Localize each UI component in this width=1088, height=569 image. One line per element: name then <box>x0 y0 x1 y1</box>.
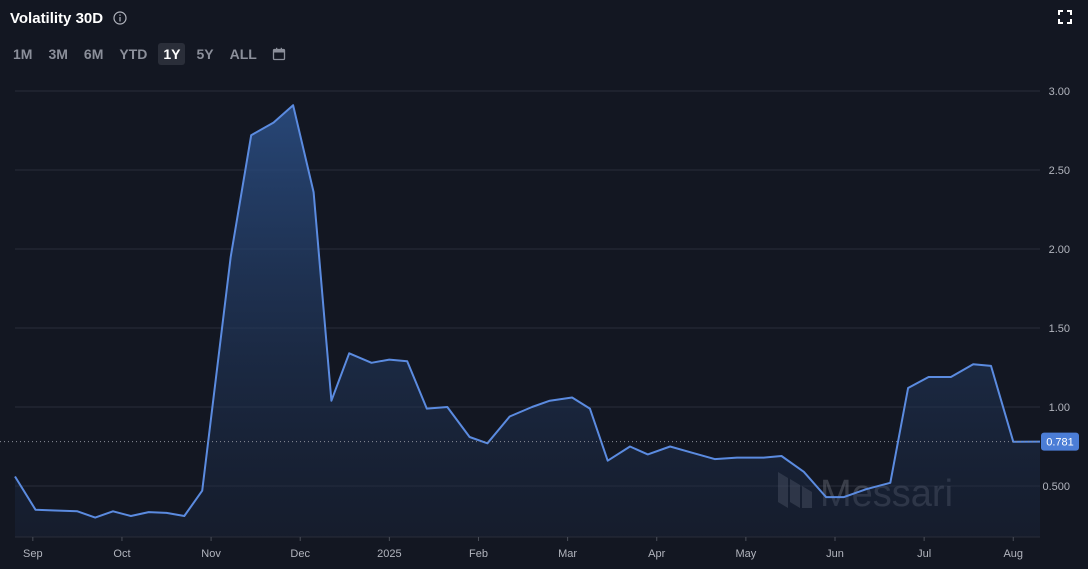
x-tick-label: May <box>735 548 756 560</box>
calendar-icon[interactable] <box>272 47 286 61</box>
range-selector: 1M 3M 6M YTD 1Y 5Y ALL <box>8 43 286 65</box>
x-tick-label: Aug <box>1003 548 1023 560</box>
y-tick-label: 1.00 <box>1049 402 1070 414</box>
fullscreen-icon[interactable] <box>1058 10 1072 24</box>
y-tick-label: 1.50 <box>1049 323 1070 335</box>
range-3m-button[interactable]: 3M <box>48 46 68 62</box>
info-icon[interactable] <box>112 10 128 26</box>
x-tick-label: Apr <box>648 548 665 560</box>
range-ytd-button[interactable]: YTD <box>119 46 148 62</box>
x-tick-label: Sep <box>23 548 43 560</box>
x-tick-label: Feb <box>469 548 488 560</box>
x-tick-label: Nov <box>201 548 221 560</box>
y-tick-label: 2.00 <box>1049 244 1070 256</box>
y-tick-label: 3.00 <box>1049 86 1070 98</box>
chart-title: Volatility 30D <box>10 9 104 27</box>
volatility-line <box>14 104 1041 519</box>
x-tick-label: Jun <box>826 548 844 560</box>
range-5y-button[interactable]: 5Y <box>196 46 214 62</box>
x-tick-label: Dec <box>290 548 310 560</box>
x-tick-label: Oct <box>113 548 130 560</box>
range-1m-button[interactable]: 1M <box>13 46 33 62</box>
range-1y-button[interactable]: 1Y <box>158 43 186 65</box>
range-all-button[interactable]: ALL <box>229 46 257 62</box>
y-tick-label: 0.500 <box>1042 481 1070 493</box>
chart-header: Volatility 30D <box>10 8 128 28</box>
area-fill <box>15 105 1040 537</box>
last-value-badge <box>1041 432 1079 451</box>
y-tick-label: 2.50 <box>1049 165 1070 177</box>
last-value-label: 0.781 <box>1046 437 1074 449</box>
x-tick-label: 2025 <box>377 548 401 560</box>
x-tick-label: Jul <box>917 548 931 560</box>
x-tick-label: Mar <box>558 548 577 560</box>
range-6m-button[interactable]: 6M <box>83 46 104 62</box>
